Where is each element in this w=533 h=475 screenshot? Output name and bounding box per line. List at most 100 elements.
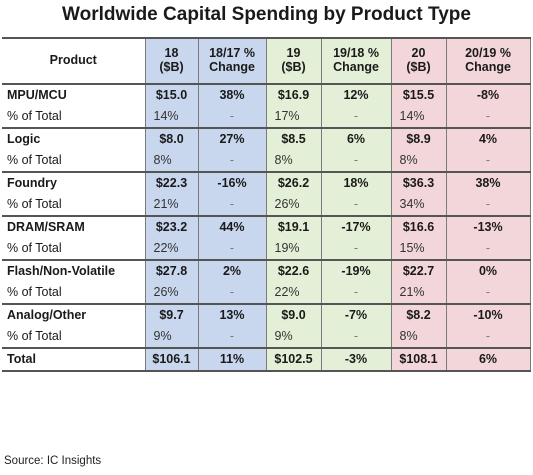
table-cell: 8% bbox=[145, 150, 199, 173]
table-cell: 19% bbox=[266, 238, 322, 261]
row-label: Flash/Non-Volatile bbox=[2, 260, 146, 282]
table-cell: $8.0 bbox=[145, 128, 199, 150]
table-cell: 18% bbox=[321, 172, 392, 194]
row-label: % of Total bbox=[2, 150, 146, 173]
table-cell: 15% bbox=[391, 238, 447, 261]
table-cell: -16% bbox=[198, 172, 267, 194]
table-cell: 38% bbox=[198, 84, 267, 106]
table-cell: 17% bbox=[266, 106, 322, 129]
table-cell: - bbox=[321, 194, 392, 217]
table-cell: $108.1 bbox=[391, 347, 447, 372]
table-cell: 27% bbox=[198, 128, 267, 150]
table-cell: $16.9 bbox=[266, 84, 322, 106]
table-cell: - bbox=[198, 106, 267, 129]
table-cell: 8% bbox=[391, 326, 447, 349]
table-cell: 21% bbox=[145, 194, 199, 217]
table-cell: 11% bbox=[198, 347, 267, 372]
row-label: MPU/MCU bbox=[2, 84, 146, 106]
table-cell: 26% bbox=[145, 282, 199, 305]
table-cell: $26.2 bbox=[266, 172, 322, 194]
product-row: Flash/Non-Volatile $27.8 2% $22.6 -19% $22.7 0… bbox=[2, 260, 531, 282]
row-label: % of Total bbox=[2, 106, 146, 129]
capital-spending-table: Product 18 ($B) 18/17 % Change 19 ($B) 19/18 % C… bbox=[2, 37, 531, 372]
table-cell: $22.3 bbox=[145, 172, 199, 194]
share-row: % of Total 14% -17% -14% - bbox=[2, 106, 531, 129]
table-cell: $36.3 bbox=[391, 172, 447, 194]
column-header-line: ($B) bbox=[406, 60, 431, 74]
row-label: Foundry bbox=[2, 172, 146, 194]
table-cell: - bbox=[446, 194, 531, 217]
share-row: % of Total 26% -22% -21% - bbox=[2, 282, 531, 305]
share-row: % of Total 8% -8% -8% - bbox=[2, 150, 531, 173]
table-cell: $19.1 bbox=[266, 216, 322, 238]
table-cell: 4% bbox=[446, 128, 531, 150]
column-header-line: 18/17 % bbox=[209, 46, 255, 61]
table-cell: - bbox=[198, 238, 267, 261]
table-cell: $27.8 bbox=[145, 260, 199, 282]
column-header: 20/19 % Change bbox=[446, 37, 531, 85]
table-cell: - bbox=[321, 326, 392, 349]
column-header-line: 18 bbox=[164, 46, 179, 61]
table-cell: - bbox=[321, 150, 392, 173]
column-header-line: Change bbox=[209, 60, 255, 74]
table-cell: $9.0 bbox=[266, 304, 322, 326]
table-cell: - bbox=[198, 150, 267, 173]
column-header-line: ($B) bbox=[281, 60, 306, 74]
row-label: Analog/Other bbox=[2, 304, 146, 326]
column-header-line: Change bbox=[465, 60, 511, 74]
chart-title: Worldwide Capital Spending by Product Ty… bbox=[62, 4, 471, 25]
column-header-line: Change bbox=[333, 60, 379, 74]
table-cell: -10% bbox=[446, 304, 531, 326]
column-header: Product bbox=[2, 37, 146, 85]
table-cell: $8.5 bbox=[266, 128, 322, 150]
column-header: 18 ($B) bbox=[145, 37, 199, 85]
total-row: Total $106.1 11% $102.5 -3% $108.1 6% bbox=[2, 347, 531, 372]
table-cell: 13% bbox=[198, 304, 267, 326]
table-cell: 14% bbox=[145, 106, 199, 129]
table-cell: 2% bbox=[198, 260, 267, 282]
table-cell: $102.5 bbox=[266, 347, 322, 372]
column-header-line: Product bbox=[49, 53, 97, 68]
row-label: % of Total bbox=[2, 282, 146, 305]
product-row: MPU/MCU $15.0 38% $16.9 12% $15.5 -8% bbox=[2, 84, 531, 106]
table-cell: $9.7 bbox=[145, 304, 199, 326]
table-cell: $22.6 bbox=[266, 260, 322, 282]
table-cell: -19% bbox=[321, 260, 392, 282]
table-cell: 6% bbox=[321, 128, 392, 150]
row-label: % of Total bbox=[2, 194, 146, 217]
column-header-line: 20/19 % bbox=[465, 46, 511, 61]
table-cell: - bbox=[198, 194, 267, 217]
column-header-line: ($B) bbox=[159, 60, 184, 74]
table-cell: 38% bbox=[446, 172, 531, 194]
share-row: % of Total 22% -19% -15% - bbox=[2, 238, 531, 261]
table-cell: $15.5 bbox=[391, 84, 447, 106]
table-cell: - bbox=[321, 238, 392, 261]
table-cell: - bbox=[446, 282, 531, 305]
table-cell: $8.9 bbox=[391, 128, 447, 150]
table-cell: -17% bbox=[321, 216, 392, 238]
column-header-line: 19/18 % bbox=[333, 46, 379, 61]
table-cell: - bbox=[446, 238, 531, 261]
column-header: 20 ($B) bbox=[391, 37, 447, 85]
column-header-line: 19 bbox=[286, 46, 301, 61]
row-label: DRAM/SRAM bbox=[2, 216, 146, 238]
product-row: Foundry $22.3 -16% $26.2 18% $36.3 38% bbox=[2, 172, 531, 194]
product-row: Logic $8.0 27% $8.5 6% $8.9 4% bbox=[2, 128, 531, 150]
table-cell: - bbox=[198, 326, 267, 349]
column-header: 19 ($B) bbox=[266, 37, 322, 85]
table-cell: 6% bbox=[446, 347, 531, 372]
table-cell: - bbox=[321, 106, 392, 129]
table-cell: - bbox=[198, 282, 267, 305]
table-cell: - bbox=[446, 106, 531, 129]
table-cell: $23.2 bbox=[145, 216, 199, 238]
table-cell: 22% bbox=[266, 282, 322, 305]
column-header: 18/17 % Change bbox=[198, 37, 267, 85]
table-cell: $22.7 bbox=[391, 260, 447, 282]
table-cell: -8% bbox=[446, 84, 531, 106]
table-cell: -3% bbox=[321, 347, 392, 372]
table-cell: 12% bbox=[321, 84, 392, 106]
table-cell: 26% bbox=[266, 194, 322, 217]
column-header-line: 20 bbox=[411, 46, 426, 61]
row-label: % of Total bbox=[2, 326, 146, 349]
table-cell: $16.6 bbox=[391, 216, 447, 238]
